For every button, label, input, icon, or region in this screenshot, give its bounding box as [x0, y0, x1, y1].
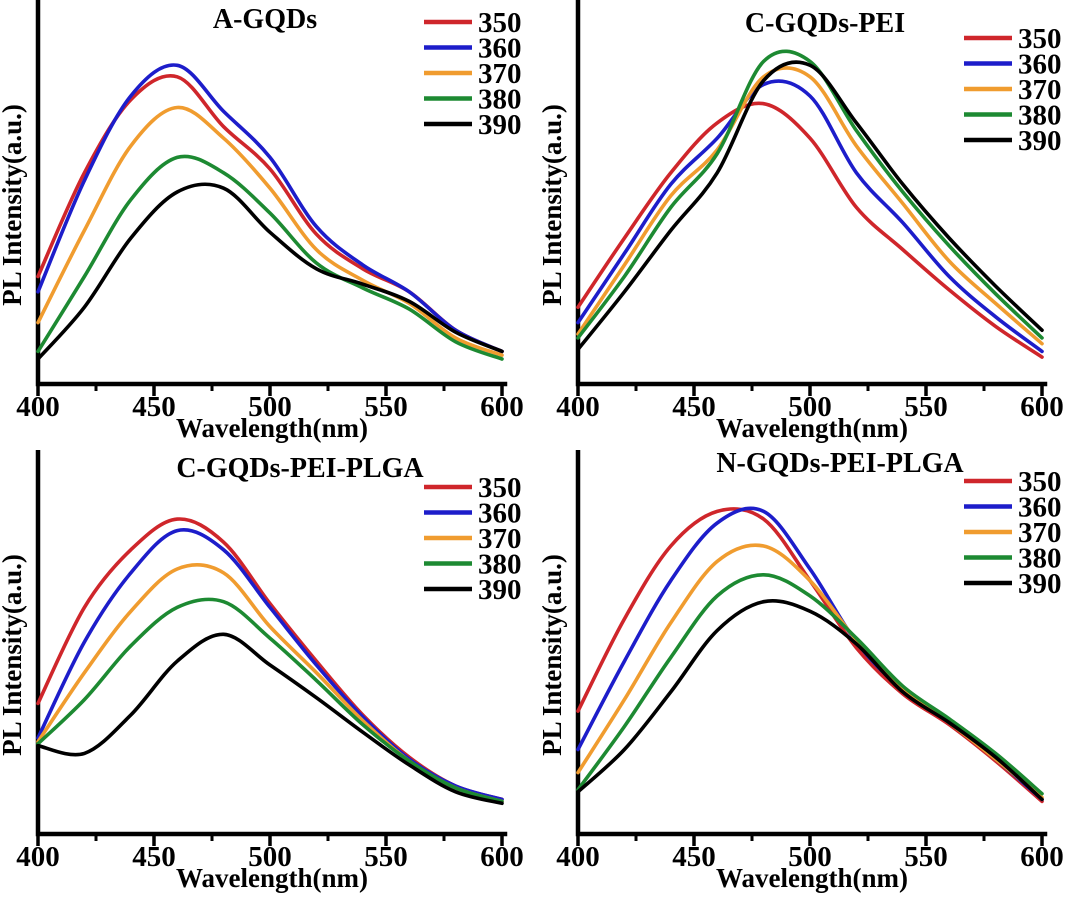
x-tick-label: 550: [364, 841, 408, 873]
legend-label-360: 360: [1018, 49, 1062, 81]
legend-label-350: 350: [478, 472, 522, 504]
x-axis-title: Wavelength(nm): [716, 863, 908, 893]
curve-360: [576, 79, 1044, 354]
panel-title: C-GQDs-PEI: [745, 8, 905, 39]
curve-350: [576, 101, 1044, 359]
curve-370: [36, 563, 504, 804]
x-tick-label: 600: [1020, 391, 1064, 423]
y-axis-title: PL Intensity(a.u.): [0, 104, 27, 306]
x-tick-label: 500: [788, 841, 832, 873]
legend-label-350: 350: [478, 7, 522, 39]
x-tick-label: 450: [672, 841, 716, 873]
x-axis-title: Wavelength(nm): [176, 863, 368, 893]
legend-label-350: 350: [1018, 23, 1062, 55]
curves: [36, 517, 504, 806]
curve-350: [576, 507, 1044, 804]
x-tick-label: 550: [364, 391, 408, 423]
curves: [576, 49, 1044, 359]
legend-label-370: 370: [478, 523, 522, 555]
chart-a-gqds: 400 450 500 550 600 Wavelength(nm) PL Intensit…: [0, 0, 524, 443]
x-tick-label: 500: [788, 391, 832, 423]
legend-label-380: 380: [1018, 100, 1062, 132]
panel-n-gqds-pei-plga: 400 450 500 550 600 Wavelength(nm) PL Intensit…: [540, 450, 1080, 899]
curve-350: [36, 517, 504, 802]
chart-c-gqds-pei: 400 450 500 550 600 Wavelength(nm) PL Intensit…: [540, 0, 1064, 443]
x-axis-title: Wavelength(nm): [176, 413, 368, 443]
curve-380: [576, 573, 1044, 796]
panel-a-gqds: 400 450 500 550 600 Wavelength(nm) PL Intensit…: [0, 0, 540, 450]
legend-label-370: 370: [1018, 74, 1062, 106]
panel-title: N-GQDs-PEI-PLGA: [716, 450, 964, 479]
x-tick-label: 450: [672, 391, 716, 423]
legend-label-360: 360: [1018, 492, 1062, 524]
curve-370: [36, 105, 504, 357]
curve-360: [576, 506, 1044, 802]
y-axis-title: PL Intensity(a.u.): [0, 554, 27, 756]
curves: [576, 506, 1044, 804]
legend-label-350: 350: [1018, 466, 1062, 498]
curves: [36, 63, 504, 361]
legend-label-360: 360: [478, 33, 522, 65]
x-tick-label: 550: [904, 841, 948, 873]
legend-label-380: 380: [1018, 543, 1062, 575]
x-tick-label: 500: [248, 391, 292, 423]
legend-label-390: 390: [1018, 125, 1062, 157]
legend-label-370: 370: [1018, 517, 1062, 549]
curve-390: [36, 182, 504, 361]
legend-label-390: 390: [478, 574, 522, 606]
legend-label-390: 390: [1018, 568, 1062, 600]
x-tick-label: 600: [1020, 841, 1064, 873]
x-tick-label: 600: [480, 841, 524, 873]
panel-c-gqds-pei-plga: 400 450 500 550 600 Wavelength(nm) PL Intensit…: [0, 450, 540, 899]
chart-n-gqds-pei-plga: 400 450 500 550 600 Wavelength(nm) PL Intensit…: [540, 450, 1064, 893]
panel-c-gqds-pei: 400 450 500 550 600 Wavelength(nm) PL Intensit…: [540, 0, 1080, 450]
x-tick-label: 500: [248, 841, 292, 873]
curve-370: [576, 66, 1044, 346]
legend-label-370: 370: [478, 58, 522, 90]
curve-390: [36, 632, 504, 806]
x-tick-label: 450: [132, 841, 176, 873]
curve-390: [576, 599, 1044, 802]
x-tick-label: 400: [556, 391, 600, 423]
x-tick-label: 450: [132, 391, 176, 423]
curve-360: [36, 63, 504, 354]
panel-title: A-GQDs: [213, 4, 317, 35]
y-axis-title: PL Intensity(a.u.): [540, 104, 567, 306]
legend-label-360: 360: [478, 498, 522, 530]
x-tick-label: 600: [480, 391, 524, 423]
legend-label-380: 380: [478, 84, 522, 116]
curve-380: [36, 597, 504, 804]
x-axis-title: Wavelength(nm): [716, 413, 908, 443]
panel-title: C-GQDs-PEI-PLGA: [176, 453, 424, 484]
curve-390: [576, 60, 1044, 352]
legend-label-390: 390: [478, 109, 522, 141]
y-axis-title: PL Intensity(a.u.): [540, 554, 567, 756]
x-tick-label: 400: [556, 841, 600, 873]
curve-380: [576, 49, 1044, 340]
curve-380: [36, 154, 504, 361]
x-tick-label: 400: [16, 841, 60, 873]
legend-label-380: 380: [478, 549, 522, 581]
chart-c-gqds-pei-plga: 400 450 500 550 600 Wavelength(nm) PL Intensit…: [0, 450, 524, 893]
axes: [575, 0, 1048, 387]
x-tick-label: 400: [16, 391, 60, 423]
x-tick-label: 550: [904, 391, 948, 423]
